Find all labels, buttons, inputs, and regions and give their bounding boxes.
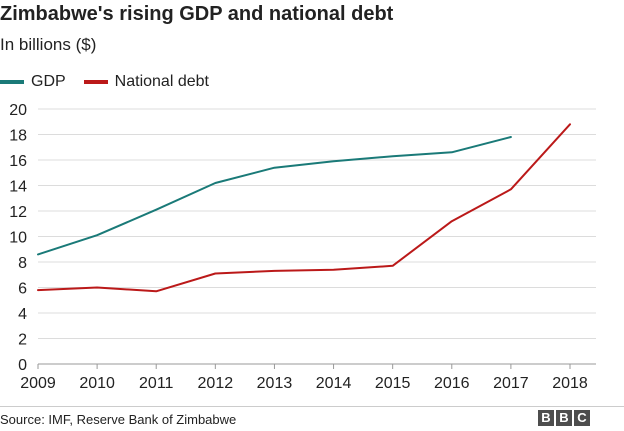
line-chart: 0 2 4 6 8 10 12 14 16 18 20 2009 2010 2011 2012 2013 201… <box>9 102 596 392</box>
legend-label-national-debt: National debt <box>114 73 209 90</box>
y-tick-label: 4 <box>18 306 27 323</box>
y-tick-label: 10 <box>9 230 27 247</box>
x-tick-label: 2011 <box>139 375 174 392</box>
x-tick-label: 2013 <box>257 375 293 392</box>
national-debt-series-line <box>37 123 571 293</box>
x-tick-label: 2015 <box>375 375 411 392</box>
x-tick-label: 2017 <box>493 375 529 392</box>
legend-swatch-national-debt <box>83 80 108 84</box>
y-tick-label: 8 <box>18 255 27 272</box>
gdp-series-line <box>37 136 512 256</box>
x-tick-label: 2009 <box>20 375 56 392</box>
y-tick-label: 0 <box>18 357 27 374</box>
bbc-logo-letter: B <box>538 410 554 426</box>
legend-item-gdp: GDP <box>0 73 66 91</box>
y-tick-label: 18 <box>9 128 27 145</box>
x-tick-label: 2010 <box>79 375 115 392</box>
x-tick-label: 2018 <box>552 375 588 392</box>
y-tick-label: 16 <box>9 153 27 170</box>
y-tick-label: 14 <box>9 179 27 196</box>
y-tick-label: 6 <box>18 281 27 298</box>
y-tick-label: 20 <box>9 102 27 119</box>
chart-subtitle: In billions ($) <box>0 35 97 54</box>
bbc-logo-letter: C <box>574 410 590 426</box>
bbc-logo-letter: B <box>556 410 572 426</box>
legend-label-gdp: GDP <box>31 73 66 90</box>
y-tick-label: 2 <box>18 332 27 349</box>
x-tick-label: 2014 <box>316 375 352 392</box>
footer-divider <box>0 406 624 407</box>
source-note: Source: IMF, Reserve Bank of Zimbabwe <box>0 412 237 427</box>
bbc-logo: B B C <box>538 410 590 426</box>
chart-legend: GDP National debt <box>0 72 227 92</box>
x-tick-label: 2012 <box>198 375 234 392</box>
x-tick-label: 2016 <box>434 375 470 392</box>
chart-title: Zimbabwe's rising GDP and national debt <box>0 3 394 25</box>
legend-item-national-debt: National debt <box>83 73 209 91</box>
y-tick-label: 12 <box>9 204 27 221</box>
legend-swatch-gdp <box>0 80 24 84</box>
